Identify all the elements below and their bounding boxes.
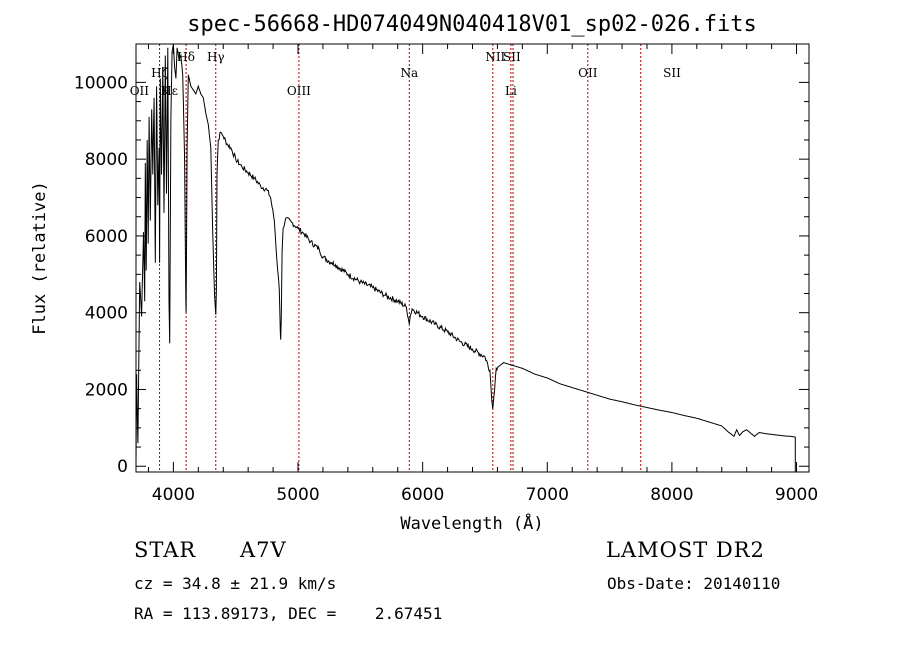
- coordinates: RA = 113.89173, DEC = 2.67451: [134, 604, 443, 623]
- y-tick-label: 6000: [85, 227, 128, 247]
- redshift-text: cz = 34.8 ± 21.9 km/s: [134, 574, 337, 593]
- y-tick-label: 4000: [85, 304, 128, 324]
- y-tick-label: 10000: [74, 73, 128, 93]
- object-class: STAR: [134, 538, 197, 562]
- chart-title: spec-56668-HD074049N040418V01_sp02-026.f…: [187, 12, 757, 37]
- emission-line-label: OII: [130, 84, 150, 98]
- emission-line-markers: [159, 44, 642, 472]
- x-axis: 4000 5000 6000 7000 8000 9000: [147, 44, 818, 505]
- emission-line-label: SII: [503, 50, 521, 64]
- y-tick-label: 8000: [85, 150, 128, 170]
- y-tick-label: 2000: [85, 380, 128, 400]
- emission-line-label: OIII: [287, 84, 311, 98]
- emission-line-label: Na: [400, 66, 418, 80]
- x-tick-label: 5000: [276, 485, 319, 505]
- y-axis-label: Flux (relative): [30, 181, 50, 335]
- emission-line-label: NII: [485, 50, 505, 64]
- subclass: A7V: [240, 538, 287, 562]
- survey-name: LAMOST DR2: [606, 538, 765, 562]
- x-tick-label: 9000: [775, 485, 818, 505]
- y-tick-label: 0: [117, 457, 128, 477]
- x-tick-label: 4000: [152, 485, 195, 505]
- emission-line-label: OII: [578, 66, 598, 80]
- x-tick-label: 7000: [526, 485, 569, 505]
- x-tick-label: 6000: [401, 485, 444, 505]
- spectrum-line: [135, 43, 796, 472]
- emission-line-label: Hζ: [151, 66, 168, 80]
- emission-line-label: SII: [663, 66, 681, 80]
- x-tick-label: 8000: [650, 485, 693, 505]
- emission-line-label: Hγ: [207, 50, 225, 64]
- plot-frame: [135, 43, 810, 473]
- emission-line-label: Li: [505, 84, 517, 98]
- x-axis-label: Wavelength (Å): [400, 512, 543, 534]
- obs-date: Obs-Date: 20140110: [607, 574, 781, 593]
- y-axis: 0 2000 4000 6000 8000 10000: [74, 62, 809, 477]
